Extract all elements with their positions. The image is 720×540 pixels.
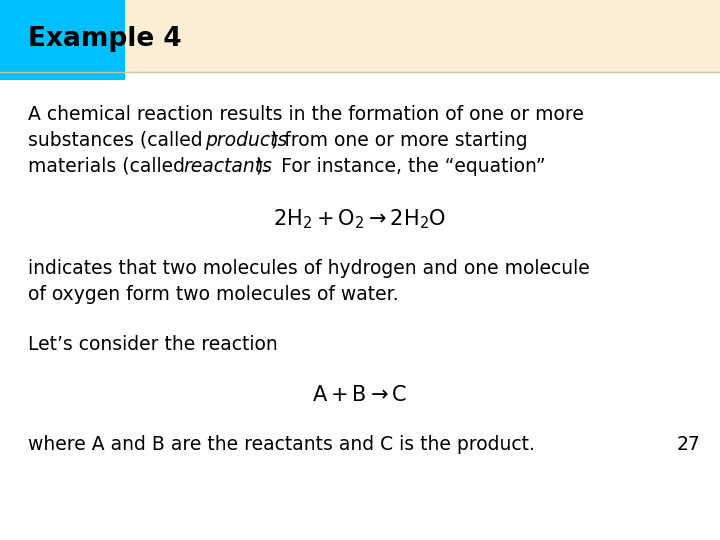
Text: 27: 27 bbox=[676, 435, 700, 454]
Bar bbox=[0, 0, 720, 72]
Bar bbox=[0, 0, 125, 80]
Text: Let’s consider the reaction: Let’s consider the reaction bbox=[28, 335, 278, 354]
Text: products: products bbox=[205, 131, 287, 150]
Text: Example 4: Example 4 bbox=[28, 26, 181, 52]
Text: $\mathsf{2H_2 + O_2 \rightarrow 2H_2O}$: $\mathsf{2H_2 + O_2 \rightarrow 2H_2O}$ bbox=[274, 207, 446, 231]
Text: ).  For instance, the “equation”: ). For instance, the “equation” bbox=[256, 157, 546, 176]
Text: reactants: reactants bbox=[183, 157, 272, 176]
Text: of oxygen form two molecules of water.: of oxygen form two molecules of water. bbox=[28, 285, 399, 304]
Text: materials (called: materials (called bbox=[28, 157, 191, 176]
Text: substances (called: substances (called bbox=[28, 131, 209, 150]
Text: A chemical reaction results in the formation of one or more: A chemical reaction results in the forma… bbox=[28, 105, 584, 124]
Text: $\mathsf{A + B \rightarrow C}$: $\mathsf{A + B \rightarrow C}$ bbox=[312, 385, 408, 405]
Text: indicates that two molecules of hydrogen and one molecule: indicates that two molecules of hydrogen… bbox=[28, 259, 590, 278]
Text: where A and B are the reactants and C is the product.: where A and B are the reactants and C is… bbox=[28, 435, 535, 454]
Text: ) from one or more starting: ) from one or more starting bbox=[271, 131, 528, 150]
